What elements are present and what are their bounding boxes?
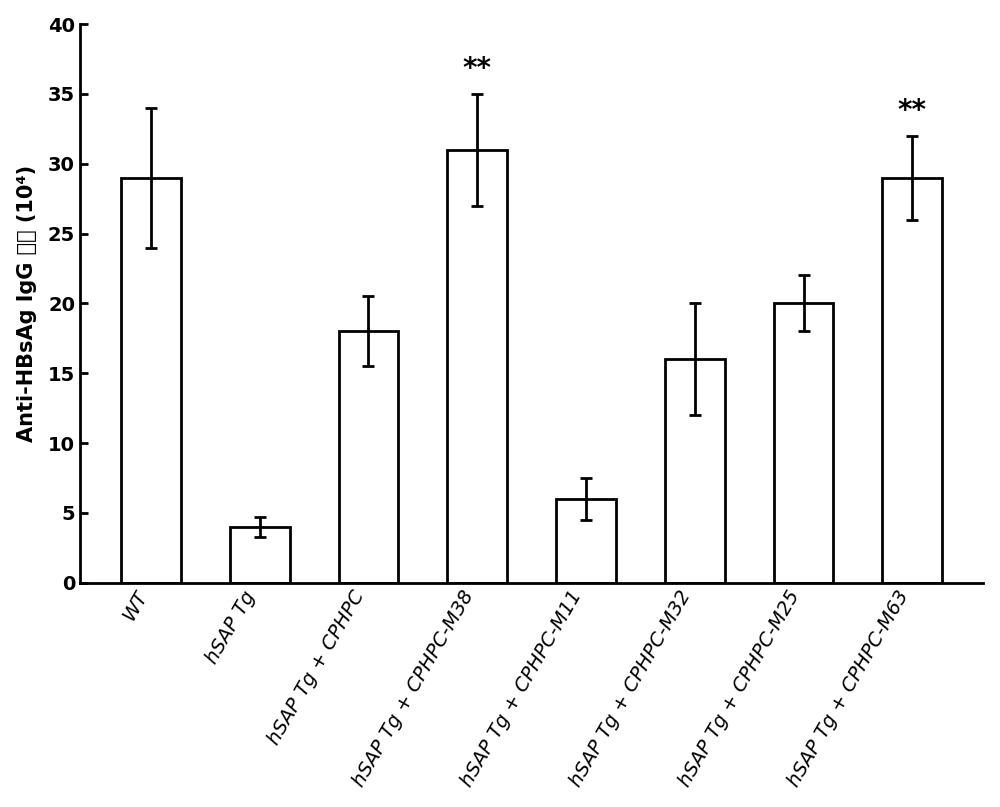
Bar [882,178,942,583]
Bar [121,178,181,583]
Bar [339,332,398,583]
Text: **: ** [898,97,927,125]
Bar [774,303,833,583]
Text: **: ** [463,55,492,83]
Bar [447,150,507,583]
Y-axis label: Anti-HBsAg IgG 滖度 (10⁴): Anti-HBsAg IgG 滖度 (10⁴) [17,165,37,442]
Bar [665,359,725,583]
Bar [230,527,290,583]
Bar [556,499,616,583]
